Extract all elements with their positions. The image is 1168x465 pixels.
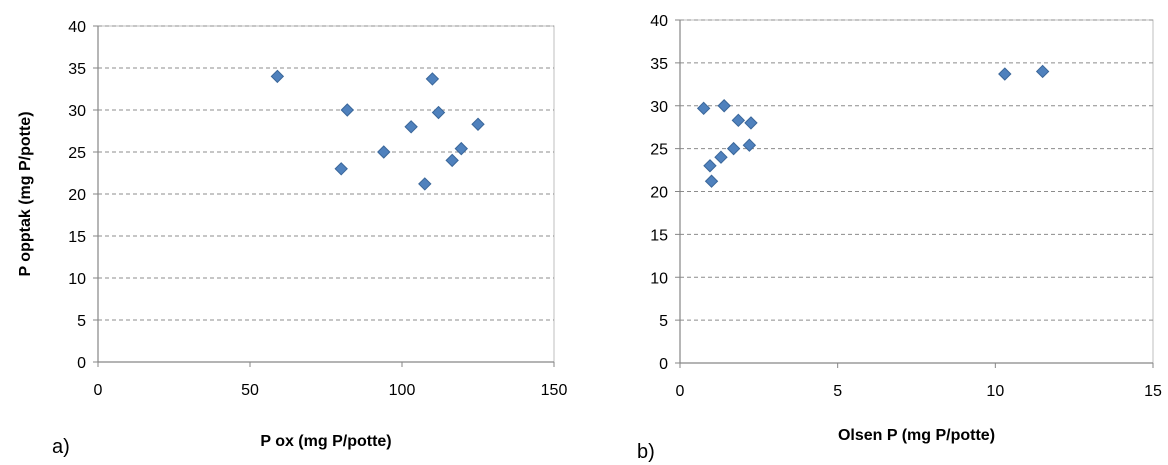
data-point-marker — [696, 101, 711, 116]
data-point-marker — [445, 153, 459, 168]
y-tick-labels-b: 0 5 10 15 20 25 30 35 40 — [650, 13, 668, 373]
x-axis-title-a: P ox (mg P/potte) — [260, 433, 391, 450]
y-tick-labels-a: 0 5 10 15 20 25 30 35 40 — [68, 19, 86, 372]
data-point-marker — [471, 117, 485, 131]
gridlines-b — [680, 19, 1153, 321]
data-point-marker — [418, 177, 432, 191]
data-points-b — [696, 64, 1050, 188]
x-tick-label: 150 — [541, 382, 568, 399]
y-tick-label: 30 — [68, 103, 86, 120]
data-point-marker — [704, 174, 719, 188]
x-tick-label: 0 — [94, 382, 103, 399]
data-point-marker — [717, 99, 731, 113]
data-points-a — [270, 69, 485, 191]
y-tick-label: 0 — [77, 355, 86, 372]
y-tick-label: 25 — [68, 145, 86, 162]
data-point-marker — [431, 105, 446, 120]
data-point-marker — [334, 162, 348, 176]
y-tick-label: 10 — [650, 270, 668, 287]
y-tick-label: 40 — [650, 13, 668, 30]
data-point-marker — [703, 159, 717, 173]
axes-a — [93, 25, 555, 367]
x-tick-labels-b: 0 5 10 15 — [676, 383, 1162, 400]
y-tick-label: 10 — [68, 271, 86, 288]
y-tick-label: 40 — [68, 19, 86, 36]
y-tick-label: 20 — [68, 187, 86, 204]
data-point-marker — [404, 120, 418, 134]
y-tick-label: 15 — [650, 227, 668, 244]
x-tick-label: 0 — [676, 383, 685, 400]
x-tick-label: 100 — [389, 382, 416, 399]
x-tick-label: 10 — [986, 383, 1004, 400]
y-tick-label: 5 — [659, 313, 668, 330]
panel-label-b: b) — [637, 441, 655, 463]
data-point-marker — [377, 145, 391, 159]
y-tick-label: 25 — [650, 142, 668, 159]
y-tick-label: 35 — [68, 61, 86, 78]
data-point-marker — [1035, 64, 1050, 79]
y-tick-label: 5 — [77, 313, 86, 330]
y-tick-label: 30 — [650, 99, 668, 116]
y-tick-label: 15 — [68, 229, 86, 246]
axes-b — [675, 19, 1154, 368]
y-tick-label: 0 — [659, 356, 668, 373]
data-point-marker — [744, 116, 758, 130]
data-point-marker — [742, 138, 757, 152]
y-tick-label: 20 — [650, 185, 668, 202]
y-axis-title-a: P opptak (mg P/potte) — [17, 111, 34, 276]
data-point-marker — [714, 150, 728, 164]
data-point-marker — [270, 69, 285, 84]
data-point-marker — [425, 72, 440, 86]
y-tick-label: 35 — [650, 56, 668, 73]
chart-panel-a: 0 5 10 15 20 25 30 35 40 0 50 100 150 P opptak (mg … — [17, 19, 567, 458]
data-point-marker — [731, 113, 746, 128]
data-point-marker — [454, 141, 468, 156]
panel-label-a: a) — [52, 436, 70, 458]
chart-panel-b: 0 5 10 15 20 25 30 35 40 0 5 10 15 Olsen P (mg P/po… — [637, 13, 1162, 463]
data-point-marker — [726, 141, 741, 156]
gridlines-a — [98, 25, 554, 321]
data-point-marker — [340, 103, 354, 117]
x-axis-title-b: Olsen P (mg P/potte) — [838, 427, 995, 444]
x-tick-label: 5 — [833, 383, 842, 400]
x-tick-label: 15 — [1144, 383, 1162, 400]
x-tick-label: 50 — [241, 382, 259, 399]
data-point-marker — [998, 67, 1012, 81]
x-tick-labels-a: 0 50 100 150 — [94, 382, 568, 399]
